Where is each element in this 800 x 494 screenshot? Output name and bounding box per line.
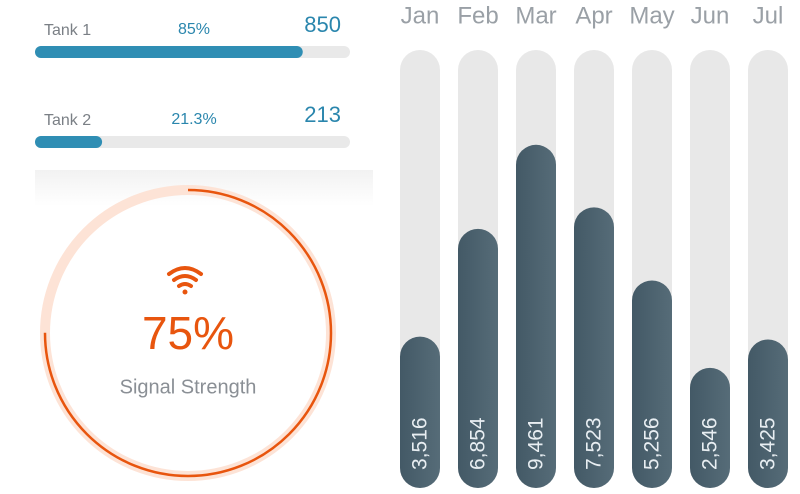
tank-fill xyxy=(35,136,103,148)
bar xyxy=(632,280,672,488)
bar xyxy=(400,336,440,488)
bar-value-label: 5,256 xyxy=(641,417,664,470)
gauge-arc xyxy=(43,188,333,478)
tank-label: Tank 2 xyxy=(44,112,91,129)
gauge-value: 75% xyxy=(142,307,234,359)
month-label: Feb xyxy=(457,2,498,29)
tank-value: 850 xyxy=(304,12,341,37)
bar-value-label: 3,516 xyxy=(409,417,432,470)
bar xyxy=(458,228,498,488)
gauge-label: Signal Strength xyxy=(120,376,257,398)
wifi-dot xyxy=(182,289,188,295)
month-label: Jan xyxy=(401,2,440,29)
bar xyxy=(690,367,730,488)
tank-label: Tank 1 xyxy=(44,22,91,39)
tank-value: 213 xyxy=(304,102,341,127)
tank-percent: 85% xyxy=(178,21,210,38)
bar xyxy=(516,144,556,488)
tank-track xyxy=(35,136,350,148)
bar xyxy=(574,207,614,489)
tank-percent: 21.3% xyxy=(171,111,216,128)
month-label: Mar xyxy=(515,2,556,29)
bar-value-label: 7,523 xyxy=(583,417,606,470)
month-label: Apr xyxy=(575,2,612,29)
tank-fill xyxy=(35,46,303,58)
month-label: May xyxy=(629,2,674,29)
bar-value-label: 6,854 xyxy=(467,417,490,470)
bar xyxy=(748,339,788,488)
bar-value-label: 3,425 xyxy=(757,417,780,470)
wifi-icon xyxy=(167,266,203,288)
month-label: Jun xyxy=(691,2,730,29)
bar-value-label: 2,546 xyxy=(699,417,722,470)
month-label: Jul xyxy=(753,2,784,29)
bar-value-label: 9,461 xyxy=(525,417,548,470)
